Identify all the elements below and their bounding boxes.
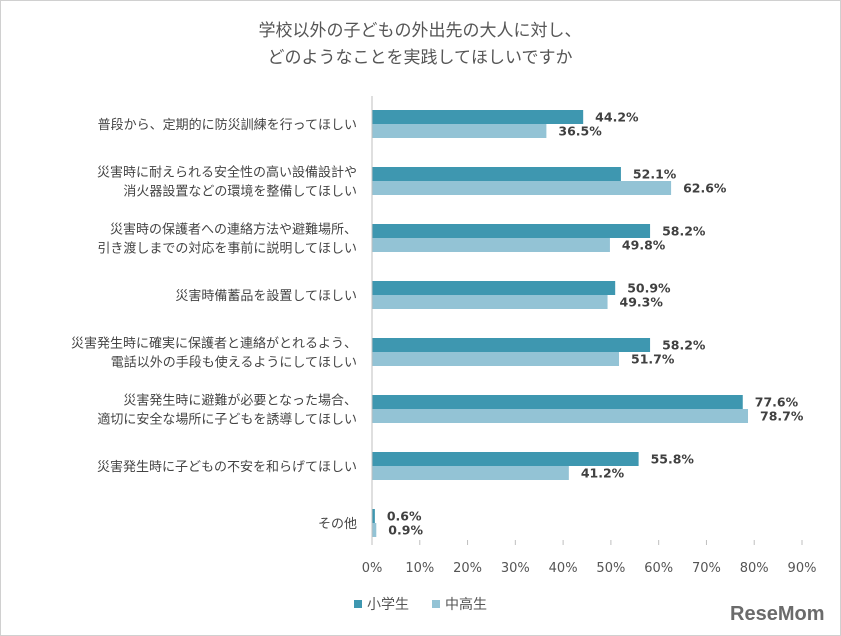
- x-tick-label: 10%: [405, 561, 434, 576]
- bar: [372, 452, 639, 466]
- x-tick-label: 90%: [788, 561, 817, 576]
- data-label: 36.5%: [558, 124, 602, 139]
- legend-swatch: [354, 600, 362, 608]
- category-label: その他: [318, 517, 357, 532]
- bar: [372, 466, 569, 480]
- legend-label: 中高生: [445, 596, 487, 613]
- data-label: 58.2%: [662, 224, 706, 239]
- data-label: 41.2%: [581, 466, 625, 481]
- bar: [372, 110, 584, 124]
- data-label: 44.2%: [595, 110, 639, 125]
- x-tick-label: 0%: [362, 561, 383, 576]
- bar: [372, 281, 616, 295]
- bar: [372, 409, 749, 423]
- x-tick-label: 50%: [596, 561, 625, 576]
- category-label: 普段から、定期的に防災訓練を行ってほしい: [98, 117, 357, 133]
- data-label: 58.2%: [662, 338, 706, 353]
- data-label: 50.9%: [627, 281, 671, 296]
- x-tick-label: 60%: [644, 561, 673, 576]
- x-tick-label: 80%: [740, 561, 769, 576]
- data-label: 51.7%: [631, 352, 675, 367]
- bar: [372, 124, 547, 138]
- category-label: 引き渡しまでの対応を事前に説明してほしい: [97, 241, 357, 257]
- x-tick-label: 30%: [501, 561, 530, 576]
- data-label: 55.8%: [651, 452, 695, 467]
- x-tick-label: 40%: [549, 561, 578, 576]
- category-label: 電話以外の手段も使えるようにしてほしい: [111, 355, 357, 371]
- bar: [372, 181, 672, 195]
- bar: [372, 238, 610, 252]
- data-label: 49.3%: [620, 295, 664, 310]
- bar: [372, 167, 621, 181]
- category-label: 災害発生時に子どもの不安を和らげてほしい: [97, 459, 357, 475]
- category-label: 災害時備蓄品を設置してほしい: [175, 288, 357, 304]
- legend-swatch: [432, 600, 440, 608]
- data-label: 0.6%: [387, 509, 422, 524]
- data-label: 0.9%: [388, 523, 423, 538]
- bar: [372, 224, 651, 238]
- data-label: 62.6%: [683, 181, 727, 196]
- data-label: 77.6%: [755, 395, 799, 410]
- data-label: 52.1%: [633, 167, 677, 182]
- chart-title: 学校以外の子どもの外出先の大人に対し、: [259, 21, 582, 41]
- resemom-logo: ReseMom: [730, 603, 824, 625]
- category-label: 消火器設置などの環境を整備してほしい: [123, 184, 357, 200]
- category-label: 災害時に耐えられる安全性の高い設備設計や: [97, 165, 357, 181]
- category-label: 災害時の保護者への連絡方法や避難場所、: [110, 222, 357, 238]
- category-label: 災害発生時に避難が必要となった場合、: [123, 393, 357, 409]
- chart-title: どのようなことを実践してほしいですか: [268, 48, 573, 68]
- bar: [372, 509, 375, 523]
- bar: [372, 352, 620, 366]
- bar: [372, 395, 743, 409]
- category-label: 災害発生時に確実に保護者と連絡がとれるよう、: [71, 336, 357, 352]
- data-label: 78.7%: [760, 409, 804, 424]
- bar: [372, 523, 377, 537]
- category-label: 適切に安全な場所に子どもを誘導してほしい: [97, 412, 357, 428]
- data-label: 49.8%: [622, 238, 666, 253]
- bar: [372, 338, 651, 352]
- x-tick-label: 70%: [692, 561, 721, 576]
- x-tick-label: 20%: [453, 561, 482, 576]
- legend-label: 小学生: [367, 597, 409, 613]
- bar: [372, 295, 608, 309]
